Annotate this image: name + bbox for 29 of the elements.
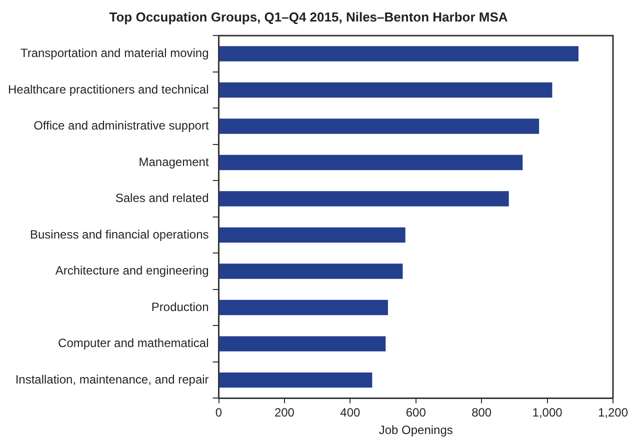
y-tick-label: Architecture and engineering (55, 264, 209, 278)
bar (219, 372, 372, 388)
bar (219, 336, 386, 352)
x-tick-label: 200 (274, 406, 295, 420)
bar (219, 227, 406, 243)
y-tick-label: Management (138, 154, 210, 169)
bar (219, 46, 578, 62)
x-axis-title: Job Openings (378, 423, 453, 438)
y-tick-label: Production (151, 300, 209, 314)
x-tick-label: 1,000 (532, 406, 563, 420)
x-tick-label: 0 (215, 406, 222, 420)
y-tick-label: Sales and related (115, 191, 209, 206)
bar (219, 264, 403, 279)
y-tick-label: Transportation and material moving (20, 46, 209, 60)
y-tick-label: Healthcare practitioners and technical (8, 82, 209, 96)
bar (219, 191, 509, 206)
x-tick-label: 800 (472, 406, 492, 420)
y-tick-label: Installation, maintenance, and repair (15, 372, 209, 386)
x-tick-label: 1,200 (598, 406, 628, 420)
bar (219, 118, 540, 134)
y-tick-label: Office and administrative support (34, 118, 210, 133)
x-tick-label: 600 (406, 406, 426, 420)
bar (219, 82, 552, 98)
chart-title: Top Occupation Groups, Q1–Q4 2015, Niles–Benton Harbor MSA (109, 9, 508, 24)
bar (219, 300, 388, 316)
bar (219, 154, 523, 170)
y-tick-label: Business and financial operations (30, 227, 209, 242)
y-tick-label: Computer and mathematical (58, 336, 209, 350)
x-tick-label: 400 (340, 406, 361, 420)
